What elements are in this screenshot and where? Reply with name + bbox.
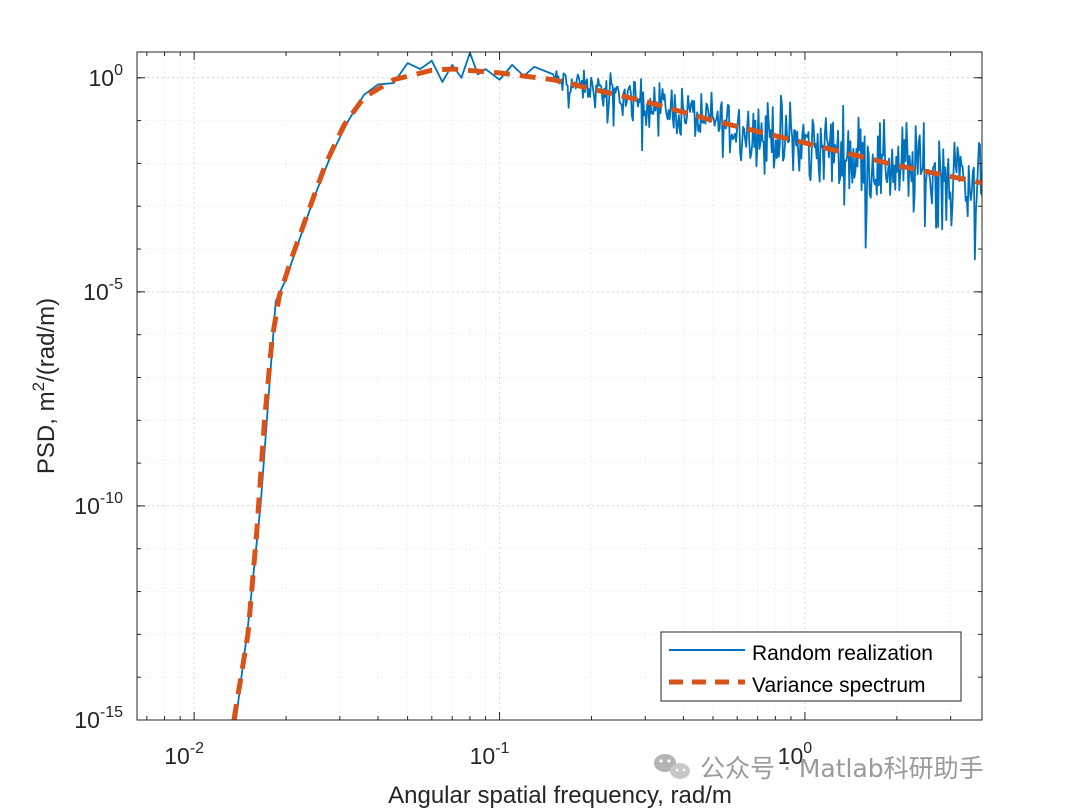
y-tick-label-exp: -15 [100,704,123,721]
x-tick-label-base: 10 [778,743,804,769]
svg-text:PSD, m2/(rad/m): PSD, m2/(rad/m) [29,298,60,474]
x-tick-label-exp: -2 [190,740,204,757]
series-random-realization-line [234,52,982,720]
x-tick-label-exp: 0 [803,740,812,757]
x-axis-title: Angular spatial frequency, rad/m [388,782,732,809]
plot-area [137,52,982,720]
y-tick-label-base: 10 [89,65,115,91]
y-axis-title: PSD, m2/(rad/m) [29,298,60,474]
watermark: 公众号 · Matlab科研助手 [654,754,984,783]
wechat-icon [654,754,690,779]
y-tick-label-base: 10 [74,707,100,733]
legend-label-random-realization: Random realization [752,642,933,665]
x-tick-label: 100 [778,740,813,769]
y-tick-label: 100 [89,62,124,91]
y-tick-label-exp: -5 [109,276,123,293]
x-tick-label: 10-2 [164,740,204,769]
y-axis-title-sup: 2 [29,382,48,391]
y-tick-label: 10-10 [74,490,123,519]
series-variance-spectrum-line [231,66,982,720]
y-tick-label-base: 10 [74,493,100,519]
ticks [137,52,982,721]
y-tick-label: 10-5 [83,276,123,305]
legend-box [660,631,962,702]
y-tick-label-base: 10 [83,279,109,305]
legend: Random realization Variance spectrum [660,631,962,702]
y-tick-label: 10-15 [74,704,123,733]
series-layer [231,52,982,720]
y-tick-label-exp: 0 [114,62,123,79]
x-tick-label-exp: -1 [495,740,509,757]
legend-label-variance-spectrum: Variance spectrum [752,674,926,697]
axes-box [136,51,983,721]
y-tick-label-exp: -10 [100,490,123,507]
watermark-text: 公众号 · Matlab科研助手 [700,754,984,783]
y-axis-title-tail: /(rad/m) [33,298,60,382]
y-axis-title-base: PSD, m [33,391,60,474]
x-tick-label-base: 10 [164,743,190,769]
x-tick-label: 10-1 [470,740,510,769]
x-tick-label-base: 10 [470,743,496,769]
